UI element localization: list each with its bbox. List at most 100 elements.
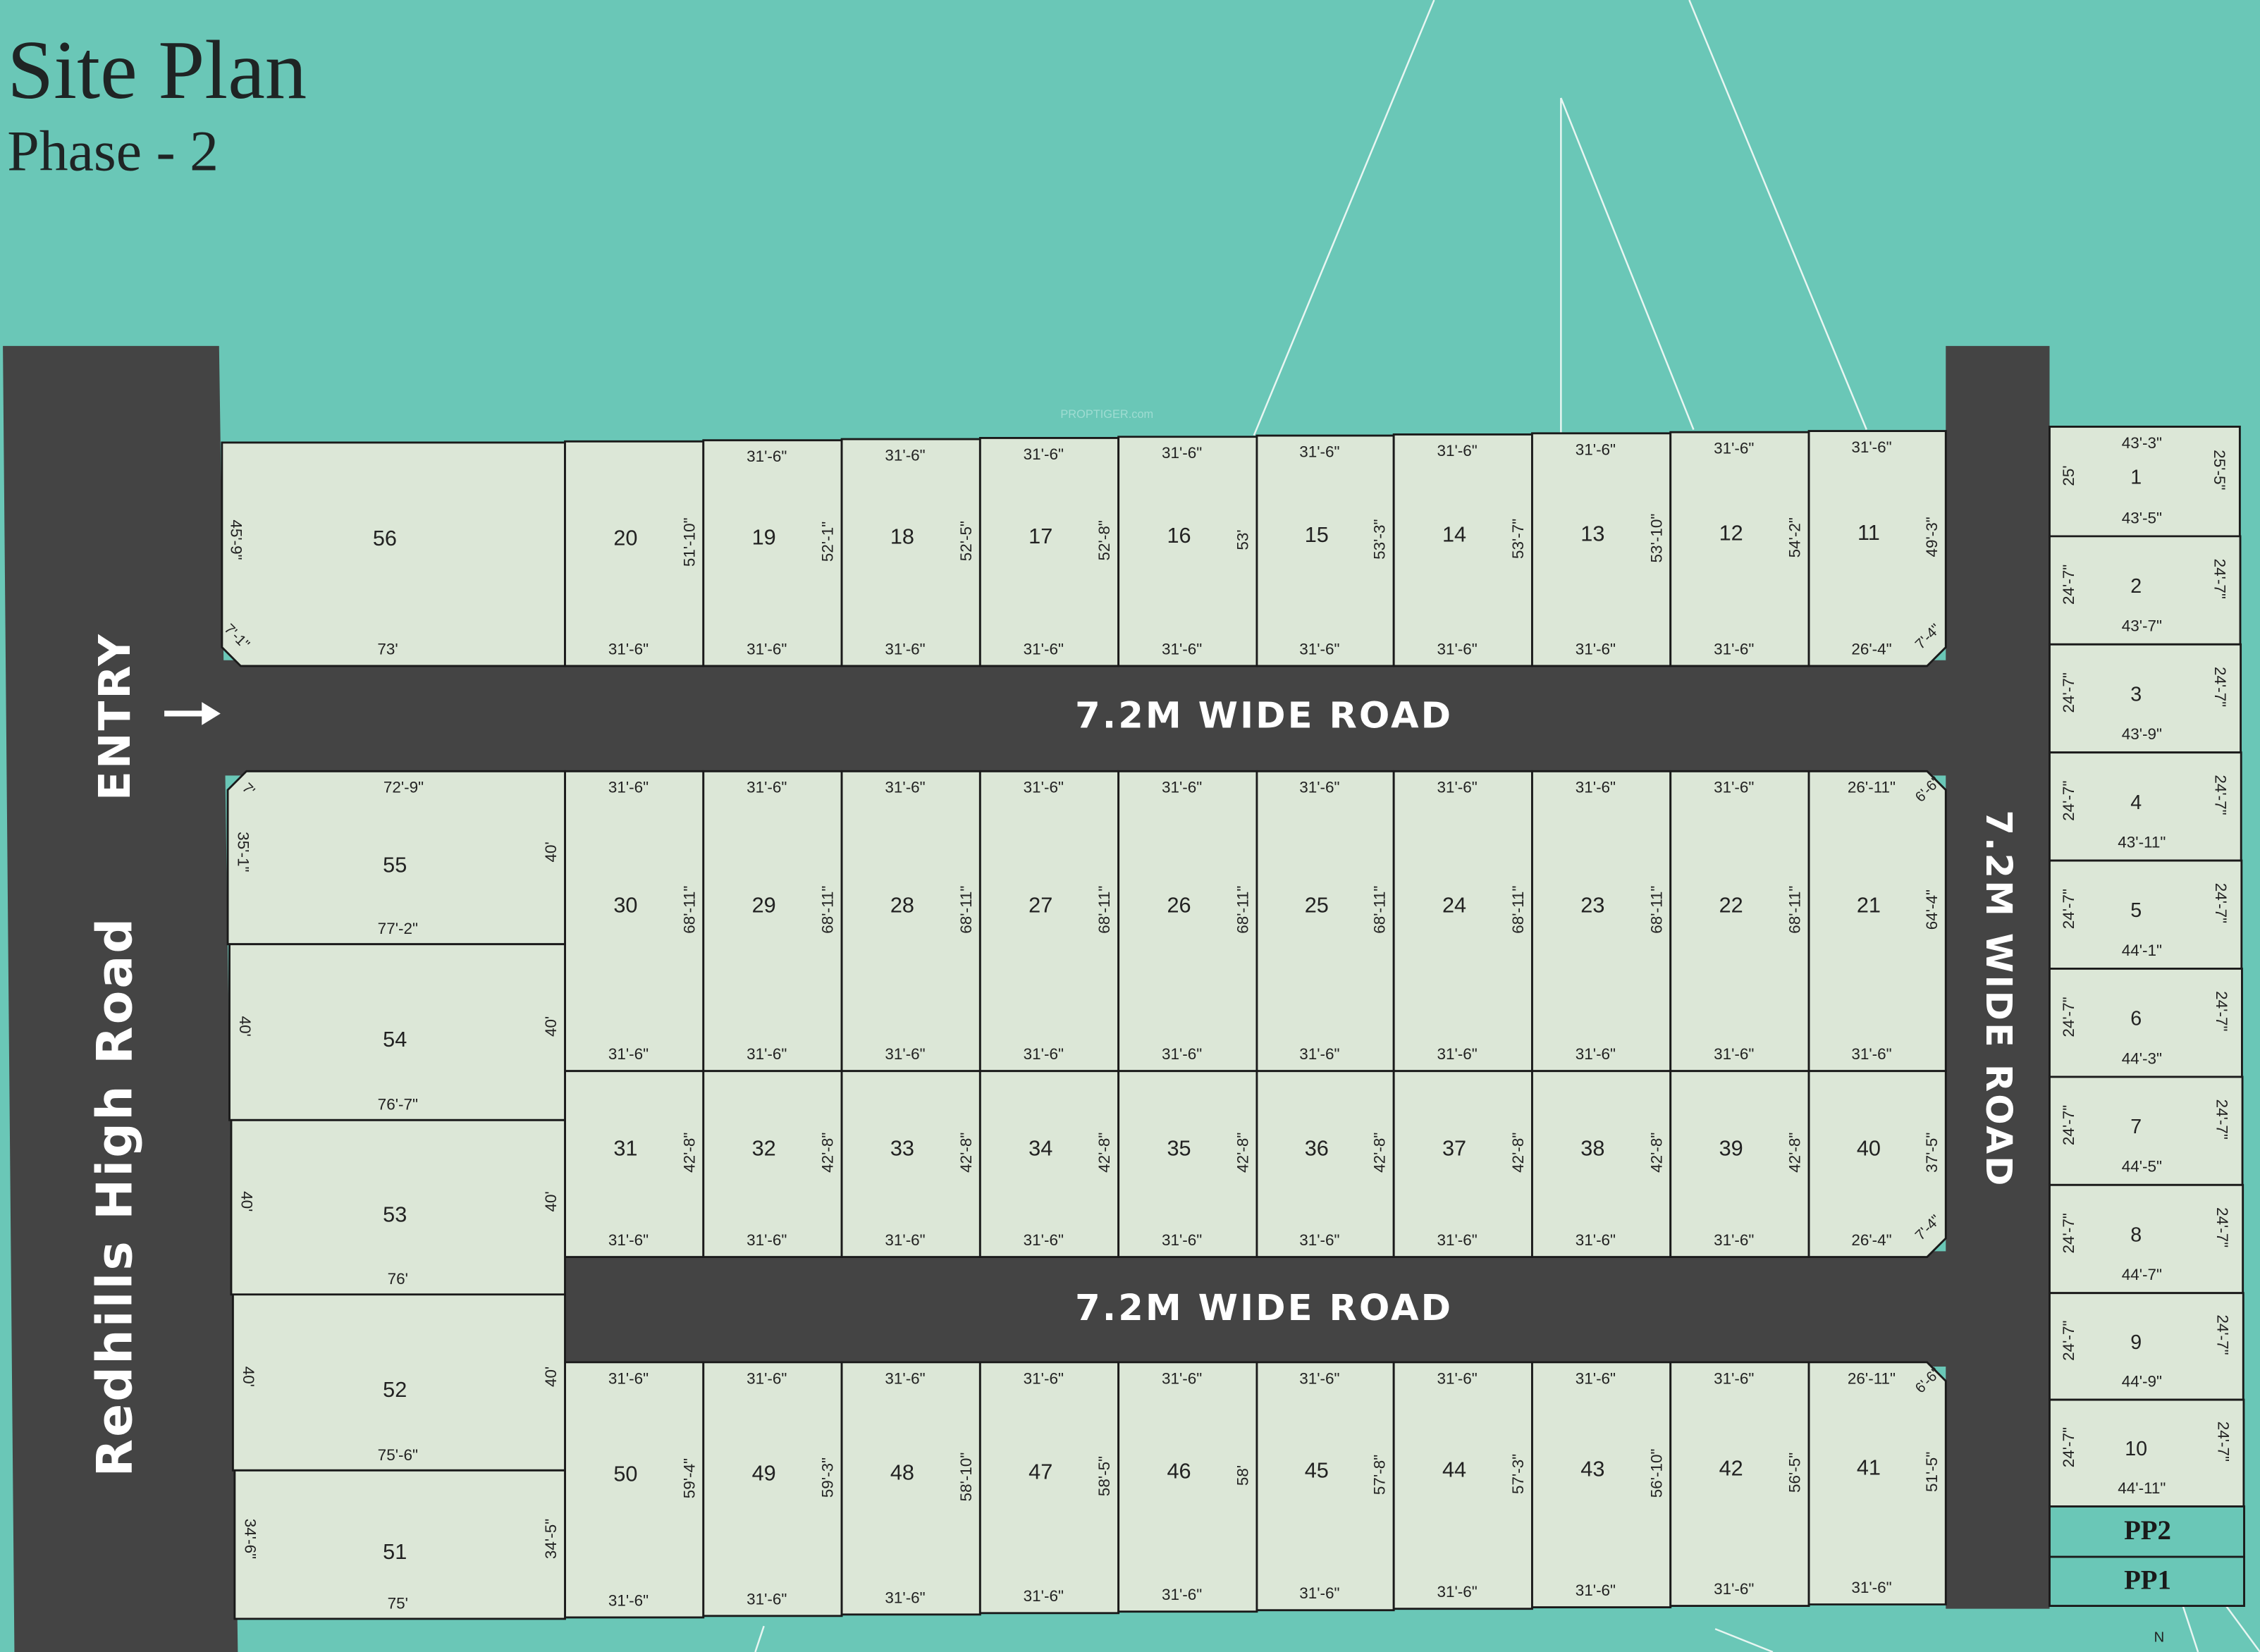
parking-pp2: PP2 <box>2049 1505 2245 1558</box>
plot-top-dimension: 31'-6" <box>608 779 649 796</box>
plot-7: 7 44'-5" 24'-7" 24'-7" <box>2049 1075 2244 1186</box>
plot-boundary <box>840 1361 981 1616</box>
plot-number: 26 <box>1167 894 1191 918</box>
plot-bottom-dimension: 31'-6" <box>1162 1586 1202 1603</box>
plot-bottom-dimension: 31'-6" <box>1024 1231 1064 1249</box>
plot-side-dimension: 52'-1" <box>819 522 837 562</box>
plot-22: 22 31'-6" 31'-6" 68'-11" <box>1669 770 1810 1073</box>
plot-bottom-dimension: 26'-4" <box>1851 640 1891 658</box>
plot-number: 39 <box>1719 1136 1743 1160</box>
plot-top-dimension: 31'-6" <box>1714 440 1754 457</box>
watermark: PROPTIGER.com <box>1060 408 1153 421</box>
plot-top-dimension: 31'-6" <box>747 448 787 465</box>
plot-boundary <box>233 1469 566 1620</box>
plot-53: 53 76' 40' 40' <box>230 1118 566 1296</box>
plot-31: 31 31'-6" 42'-8" <box>564 1070 705 1258</box>
plot-43: 43 31'-6" 31'-6" 56'-10" <box>1531 1361 1672 1609</box>
plot-number: 19 <box>752 525 776 549</box>
plot-44: 44 31'-6" 31'-6" 57'-3" <box>1392 1361 1533 1610</box>
plot-side-dimension: 68'-11" <box>1371 886 1389 934</box>
plot-boundary <box>1117 1361 1258 1613</box>
plot-top-dimension: 31'-6" <box>1437 442 1477 460</box>
plot-boundary <box>221 441 566 667</box>
plot-left-dimension: 24'-7" <box>2060 1105 2077 1145</box>
plot-number: 37 <box>1442 1136 1466 1160</box>
plot-bottom-dimension: 44'-5" <box>2122 1158 2162 1176</box>
plot-bottom-dimension: 31'-6" <box>608 1591 649 1609</box>
main-road-label: Redhills High Road <box>87 916 144 1477</box>
plot-left-dimension: 34'-6" <box>241 1519 259 1559</box>
plot-side-dimension: 58' <box>1234 1465 1251 1486</box>
plot-number: 56 <box>373 526 397 550</box>
plot-right-dimension: 24'-7" <box>2213 991 2230 1031</box>
plot-side-dimension: 42'-8" <box>1371 1133 1389 1173</box>
plot-boundary <box>702 1361 843 1617</box>
plot-4: 4 43'-11" 24'-7" 24'-7" <box>2049 751 2242 862</box>
plot-bottom-dimension: 31'-6" <box>1851 1579 1891 1596</box>
plot-bottom-dimension: 73' <box>377 640 398 658</box>
plot-left-dimension: 25' <box>2060 465 2077 486</box>
plot-bottom-dimension: 76'-7" <box>378 1096 418 1114</box>
plot-38: 38 31'-6" 42'-8" <box>1531 1070 1672 1258</box>
plot-number: 13 <box>1580 522 1604 546</box>
plot-right-dimension: 24'-7" <box>2212 883 2230 923</box>
plot-number: 41 <box>1857 1455 1881 1479</box>
plot-left-dimension: 24'-7" <box>2060 565 2077 605</box>
plot-24: 24 31'-6" 31'-6" 68'-11" <box>1392 770 1533 1073</box>
plot-right-dimension: 40' <box>542 1191 560 1212</box>
plot-side-dimension: 42'-8" <box>1095 1133 1113 1173</box>
plot-side-dimension: 49'-3" <box>1923 517 1941 557</box>
plot-42: 42 31'-6" 31'-6" 56'-5" <box>1669 1361 1810 1607</box>
plot-50: 50 31'-6" 31'-6" 59'-4" <box>564 1361 705 1619</box>
plot-side-dimension: 56'-10" <box>1647 1448 1665 1498</box>
plot-side-dimension: 57'-8" <box>1371 1455 1389 1495</box>
plot-bottom-dimension: 31'-6" <box>608 640 649 658</box>
plot-number: 46 <box>1167 1459 1191 1483</box>
plot-bottom-dimension: 31'-6" <box>747 640 787 658</box>
plot-39: 39 31'-6" 42'-8" <box>1669 1070 1810 1258</box>
plot-36: 36 31'-6" 42'-8" <box>1255 1070 1395 1258</box>
plot-number: 51 <box>383 1540 407 1564</box>
plot-number: 25 <box>1305 894 1329 918</box>
plot-5: 5 44'-1" 24'-7" 24'-7" <box>2049 859 2243 970</box>
plot-20: 20 31'-6" 51'-10" <box>564 440 705 667</box>
plot-bottom-dimension: 31'-6" <box>1024 640 1064 658</box>
plot-bottom-dimension: 31'-6" <box>1437 1045 1477 1063</box>
plot-number: 17 <box>1028 524 1052 548</box>
plot-number: 20 <box>613 526 637 550</box>
plot-boundary <box>1807 1361 1947 1605</box>
plot-number: 4 <box>2130 791 2142 814</box>
plot-33: 33 31'-6" 42'-8" <box>840 1070 981 1258</box>
plot-boundary <box>1117 436 1258 667</box>
plot-number: 21 <box>1857 894 1881 918</box>
plot-boundary <box>1669 1361 1810 1607</box>
plot-side-dimension: 54'-2" <box>1786 517 1804 557</box>
plot-bottom-dimension: 31'-6" <box>1714 1580 1754 1598</box>
plot-right-dimension: 24'-7" <box>2213 1099 2230 1140</box>
plot-10: 10 44'-11" 24'-7" 24'-7" <box>2049 1398 2245 1508</box>
plot-top-dimension: 31'-6" <box>1576 440 1616 458</box>
plot-left-dimension: 24'-7" <box>2060 1321 2077 1361</box>
plot-27: 27 31'-6" 31'-6" 68'-11" <box>978 770 1120 1073</box>
page-subtitle: Phase - 2 <box>7 118 219 183</box>
upper-road <box>216 660 1949 776</box>
plot-left-dimension: 40' <box>238 1191 255 1212</box>
plot-number: 47 <box>1028 1460 1052 1484</box>
plot-number: 45 <box>1305 1458 1329 1482</box>
plot-right-dimension: 40' <box>542 1016 560 1037</box>
plot-left-dimension: 24'-7" <box>2060 781 2077 821</box>
plot-side-dimension: 58'-10" <box>957 1453 975 1502</box>
plot-number: 22 <box>1719 894 1743 918</box>
plot-3: 3 43'-9" 24'-7" 24'-7" <box>2049 643 2242 754</box>
plot-number: 2 <box>2130 575 2142 598</box>
plot-bottom-dimension: 31'-6" <box>1714 1231 1754 1249</box>
plot-top-dimension: 31'-6" <box>1299 779 1339 796</box>
plot-number: 35 <box>1167 1136 1191 1160</box>
plot-6: 6 44'-3" 24'-7" 24'-7" <box>2049 968 2243 1078</box>
plot-side-dimension: 42'-8" <box>680 1133 698 1173</box>
plot-bottom-dimension: 31'-6" <box>747 1231 787 1249</box>
plot-boundary <box>1807 1070 1947 1258</box>
plot-side-dimension: 42'-8" <box>1786 1133 1804 1173</box>
